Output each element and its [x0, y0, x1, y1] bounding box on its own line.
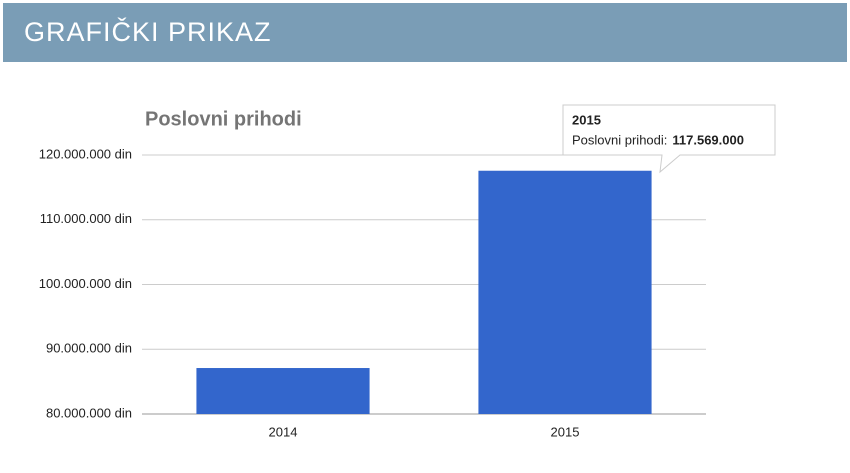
- y-tick-label: 80.000.000 din: [46, 405, 132, 420]
- bar: [478, 170, 652, 414]
- header-title: GRAFIČKI PRIKAZ: [24, 16, 272, 47]
- y-tick-label: 90.000.000 din: [46, 341, 132, 356]
- tooltip-category: 2015: [572, 112, 601, 127]
- y-tick-label: 120.000.000 din: [39, 146, 132, 161]
- x-tick-label: 2015: [551, 424, 580, 439]
- y-tick-label: 110.000.000 din: [40, 211, 132, 226]
- tooltip-value: 117.569.000: [672, 132, 744, 147]
- x-tick-label: 2014: [269, 424, 298, 439]
- tooltip: 2015 Poslovni prihodi: 117.569.000: [562, 104, 776, 174]
- chart-title: Poslovni prihodi: [145, 108, 302, 130]
- tooltip-label: Poslovni prihodi:: [572, 132, 667, 147]
- bar: [196, 368, 370, 414]
- y-tick-label: 100.000.000 din: [39, 276, 132, 291]
- header-bar: [3, 3, 847, 62]
- tooltip-box: [562, 104, 776, 174]
- plot: 80.000.000 din 90.000.000 din 100.000.000 …: [39, 146, 706, 439]
